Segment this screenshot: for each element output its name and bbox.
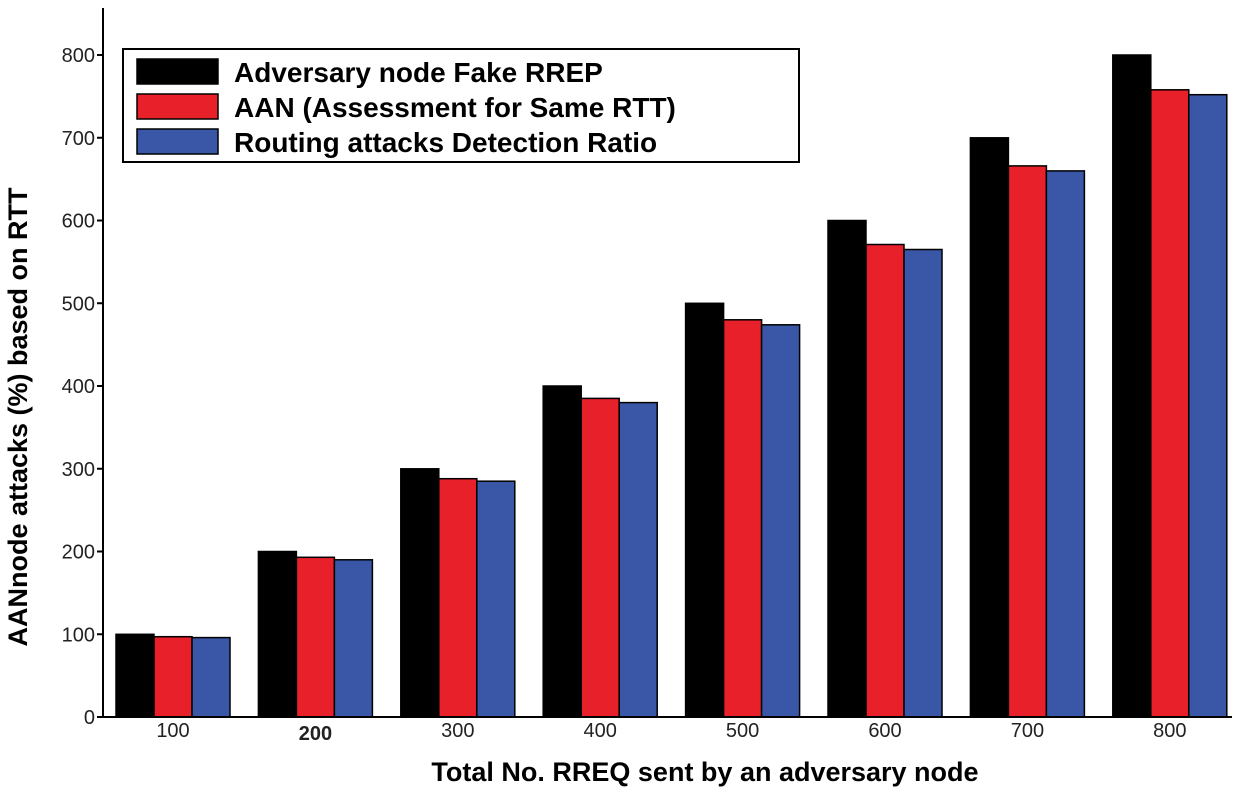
y-tick-label-500: 500 xyxy=(62,293,95,315)
bar-series3-100 xyxy=(191,636,231,718)
y-tick-label-0: 0 xyxy=(84,707,95,729)
bar-series3-600 xyxy=(903,248,943,718)
bar-series3-800 xyxy=(1188,93,1228,718)
x-tick-label-300: 300 xyxy=(441,720,474,742)
legend-box xyxy=(122,48,800,163)
bar-series2-600 xyxy=(865,243,905,718)
x-axis-title: Total No. RREQ sent by an adversary node xyxy=(431,757,978,787)
legend-label-series1: Adversary node Fake RREP xyxy=(234,57,603,88)
bar-series2-300 xyxy=(438,477,478,718)
y-tick-label-200: 200 xyxy=(62,542,95,564)
y-tick-label-600: 600 xyxy=(62,211,95,233)
bar-series3-300 xyxy=(476,480,516,718)
x-tick-label-800: 800 xyxy=(1153,720,1186,742)
y-tick-label-700: 700 xyxy=(62,128,95,150)
bar-series1-200 xyxy=(257,550,298,718)
bar-series1-400 xyxy=(542,385,582,718)
legend: Adversary node Fake RREP AAN (Assessment … xyxy=(122,48,800,163)
x-tick-label-600: 600 xyxy=(868,720,901,742)
bar-series2-700 xyxy=(1007,165,1048,718)
bar-series2-200 xyxy=(295,556,336,718)
bars-group xyxy=(115,54,1228,718)
y-tick-label-100: 100 xyxy=(62,624,95,646)
bar-series2-500 xyxy=(722,319,763,718)
bar-series3-400 xyxy=(618,401,658,718)
x-ticks-group: 100 200 300 400 500 600 700 800 xyxy=(156,720,1186,745)
legend-items: Adversary node Fake RREP AAN (Assessment … xyxy=(136,57,676,158)
bar-series1-500 xyxy=(684,302,725,718)
bar-series3-200 xyxy=(333,559,374,718)
y-ticks-group: 0 100 200 300 400 500 600 700 800 xyxy=(62,45,103,729)
bar-series1-600 xyxy=(827,219,867,718)
y-tick-label-800: 800 xyxy=(62,45,95,67)
bar-series3-700 xyxy=(1045,170,1086,718)
bar-series2-400 xyxy=(580,397,620,718)
x-tick-label-100: 100 xyxy=(156,720,189,742)
legend-label-series3: Routing attacks Detection Ratio xyxy=(234,127,657,158)
axes-group xyxy=(102,8,1232,718)
x-tick-label-500: 500 xyxy=(726,720,759,742)
bar-series1-300 xyxy=(400,468,440,718)
x-tick-label-700: 700 xyxy=(1011,720,1044,742)
legend-label-series2: AAN (Assessment for Same RTT) xyxy=(234,92,676,123)
bar-series1-800 xyxy=(1112,54,1152,718)
bar-series3-500 xyxy=(760,324,801,718)
legend-swatch-series1 xyxy=(136,58,219,85)
bar-series1-700 xyxy=(969,137,1010,718)
legend-swatch-series3 xyxy=(136,128,219,155)
y-axis-title: AANnode attacks (%) based on RTT xyxy=(3,187,33,647)
legend-swatch-series2 xyxy=(136,93,219,120)
bar-series2-800 xyxy=(1150,89,1190,718)
bar-series2-100 xyxy=(153,635,193,718)
x-tick-label-400: 400 xyxy=(584,720,617,742)
y-tick-label-400: 400 xyxy=(62,376,95,398)
x-tick-label-200: 200 xyxy=(299,723,332,745)
y-tick-label-300: 300 xyxy=(62,459,95,481)
bar-series1-100 xyxy=(115,633,155,718)
